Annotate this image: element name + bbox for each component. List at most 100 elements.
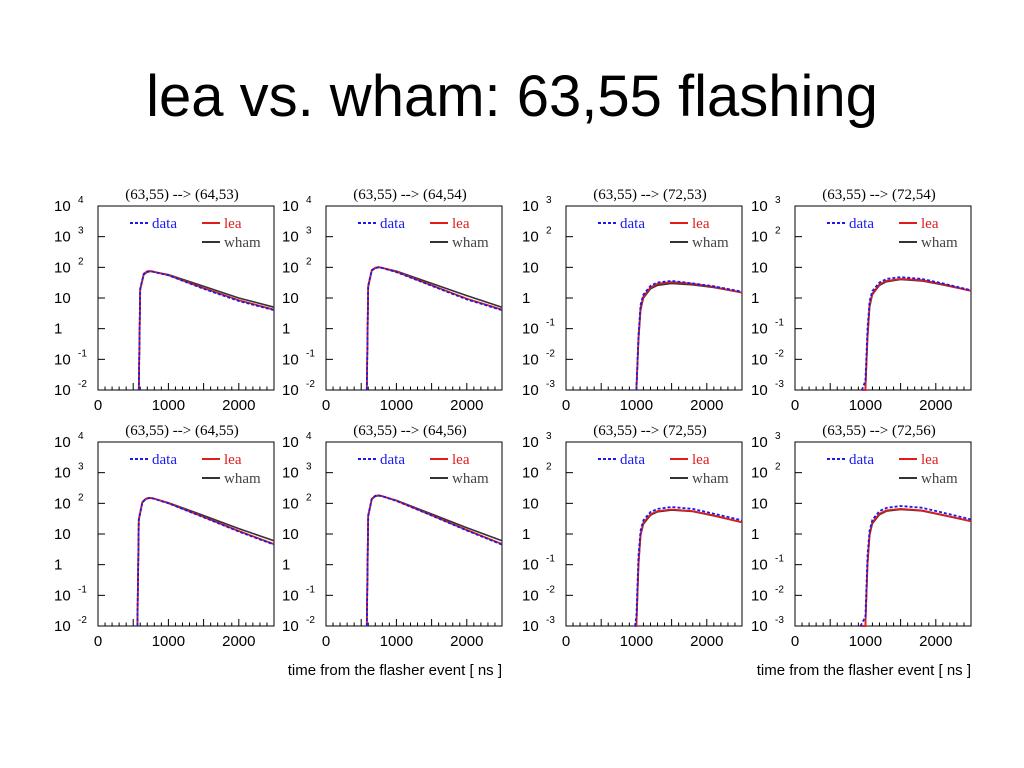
x-tick-label: 0 xyxy=(322,633,330,650)
series-lea xyxy=(136,496,275,627)
y-tick-label: 10 xyxy=(282,465,299,482)
legend: data lea wham xyxy=(358,216,489,251)
y-tick-label: 10 xyxy=(751,465,768,482)
panel-6: 0 1000 2000 10 4 10 3 10 2 10 1 10 -1 10 -2 (63,55) -->… xyxy=(282,423,503,650)
y-tick-label: 1 xyxy=(522,526,530,543)
y-tick-label: 1 xyxy=(522,290,530,307)
y-tick-label: 10 xyxy=(522,229,539,246)
panel-title: (63,55) --> (72,54) xyxy=(822,187,935,203)
y-tick-label: 10 xyxy=(54,465,71,482)
x-tick-label: 0 xyxy=(562,397,570,414)
y-tick-label: 10 xyxy=(54,351,71,368)
y-tick-exponent: 2 xyxy=(546,462,552,473)
x-axis-label: time from the flasher event [ ns ] xyxy=(757,662,971,679)
y-tick-label: 10 xyxy=(751,229,768,246)
y-tick-exponent: -2 xyxy=(546,348,555,359)
y-tick-label: 10 xyxy=(54,229,71,246)
x-tick-label: 2000 xyxy=(222,397,255,414)
plot-frame xyxy=(565,205,743,391)
panel-title: (63,55) --> (72,53) xyxy=(593,187,706,203)
y-tick-exponent: -1 xyxy=(546,554,555,565)
panel-title: (63,55) --> (64,56) xyxy=(353,423,466,439)
y-tick-label: 10 xyxy=(282,526,299,543)
plot-frame xyxy=(794,441,972,627)
series-lea xyxy=(635,508,743,627)
plot-frame xyxy=(794,205,972,391)
y-tick-exponent: -3 xyxy=(775,379,784,390)
series-data xyxy=(365,266,503,391)
series-lea xyxy=(365,266,503,391)
legend-label-data: data xyxy=(620,452,645,468)
legend-label-data: data xyxy=(152,216,177,232)
y-tick-label: 1 xyxy=(282,557,290,574)
panel-3: 0 1000 2000 10 3 10 2 10 1 10 -1 10 -2 10 -3 (63,55) --… xyxy=(522,187,743,414)
y-tick-label: 10 xyxy=(54,259,71,276)
y-tick-exponent: -1 xyxy=(775,318,784,329)
y-tick-exponent: 2 xyxy=(546,226,552,237)
legend-label-lea: lea xyxy=(692,216,710,232)
series-lea xyxy=(861,277,972,391)
y-tick-label: 10 xyxy=(522,618,539,635)
y-tick-exponent: 3 xyxy=(546,431,552,442)
plot-frame xyxy=(97,205,275,391)
y-tick-exponent: -3 xyxy=(546,379,555,390)
x-tick-label: 1000 xyxy=(849,633,882,650)
y-tick-exponent: 2 xyxy=(775,462,781,473)
x-tick-label: 2000 xyxy=(450,397,483,414)
y-tick-label: 10 xyxy=(522,587,539,604)
series-wham xyxy=(635,282,743,391)
y-tick-label: 10 xyxy=(54,382,71,399)
legend-label-lea: lea xyxy=(224,452,242,468)
x-tick-label: 1000 xyxy=(380,633,413,650)
y-tick-label: 10 xyxy=(54,434,71,451)
legend-label-wham: wham xyxy=(452,471,489,487)
panel-title: (63,55) --> (64,53) xyxy=(125,187,238,203)
y-tick-label: 10 xyxy=(751,618,768,635)
y-tick-label: 10 xyxy=(522,382,539,399)
y-tick-exponent: -1 xyxy=(775,554,784,565)
y-tick-exponent: 3 xyxy=(546,195,552,206)
y-tick-label: 10 xyxy=(282,382,299,399)
y-tick-label: 10 xyxy=(282,229,299,246)
x-tick-label: 1000 xyxy=(620,397,653,414)
x-axis-label: time from the flasher event [ ns ] xyxy=(288,662,502,679)
y-tick-label: 1 xyxy=(54,557,62,574)
x-tick-label: 0 xyxy=(791,633,799,650)
x-tick-label: 2000 xyxy=(919,397,952,414)
y-tick-exponent: 2 xyxy=(306,492,312,503)
legend-label-wham: wham xyxy=(921,471,958,487)
y-tick-exponent: -1 xyxy=(546,318,555,329)
y-tick-exponent: 2 xyxy=(306,256,312,267)
series-wham xyxy=(366,494,503,627)
y-tick-label: 10 xyxy=(751,495,768,512)
series-wham xyxy=(860,508,972,627)
y-tick-label: 10 xyxy=(282,290,299,307)
series-data xyxy=(634,506,743,627)
series-wham xyxy=(861,278,972,391)
x-tick-label: 1000 xyxy=(849,397,882,414)
legend: data lea wham xyxy=(358,452,489,487)
legend-label-wham: wham xyxy=(921,235,958,251)
y-tick-label: 10 xyxy=(751,351,768,368)
y-tick-exponent: 3 xyxy=(78,226,84,237)
y-tick-exponent: 4 xyxy=(78,195,84,206)
y-tick-label: 10 xyxy=(54,587,71,604)
legend-label-data: data xyxy=(152,452,177,468)
x-tick-label: 1000 xyxy=(152,633,185,650)
y-tick-exponent: 4 xyxy=(78,431,84,442)
y-tick-exponent: -1 xyxy=(306,584,315,595)
y-tick-label: 10 xyxy=(522,259,539,276)
series-data xyxy=(861,276,972,391)
y-tick-exponent: -2 xyxy=(78,379,87,390)
y-tick-exponent: 2 xyxy=(775,226,781,237)
y-tick-label: 10 xyxy=(54,618,71,635)
y-tick-label: 1 xyxy=(54,321,62,338)
legend-label-data: data xyxy=(620,216,645,232)
y-tick-label: 10 xyxy=(282,259,299,276)
y-tick-exponent: -3 xyxy=(546,615,555,626)
legend-label-lea: lea xyxy=(921,216,939,232)
y-tick-label: 10 xyxy=(282,495,299,512)
legend-label-data: data xyxy=(849,216,874,232)
y-tick-exponent: -2 xyxy=(78,615,87,626)
legend-label-lea: lea xyxy=(692,452,710,468)
